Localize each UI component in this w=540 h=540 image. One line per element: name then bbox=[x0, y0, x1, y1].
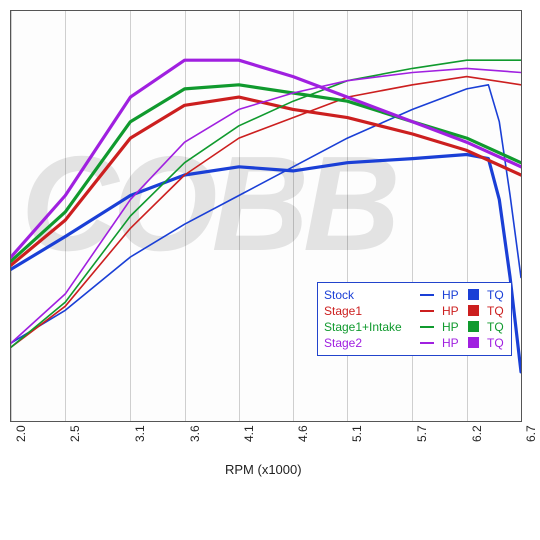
legend-tq-swatch bbox=[468, 321, 479, 332]
x-tick-label: 5.1 bbox=[350, 425, 364, 442]
x-tick-label: 4.6 bbox=[296, 425, 310, 442]
x-tick-label: 2.0 bbox=[14, 425, 28, 442]
x-tick-label: 4.1 bbox=[242, 425, 256, 442]
legend-hp-label: HP bbox=[442, 303, 460, 319]
grid-line bbox=[521, 11, 522, 421]
legend-row: Stage1+Intake HP TQ bbox=[324, 319, 505, 335]
legend-hp-label: HP bbox=[442, 335, 460, 351]
legend-hp-swatch bbox=[420, 326, 434, 328]
legend-series-name: Stock bbox=[324, 287, 412, 303]
legend-tq-swatch bbox=[468, 289, 479, 300]
x-tick-label: 2.5 bbox=[68, 425, 82, 442]
legend-tq-label: TQ bbox=[487, 319, 505, 335]
legend-tq-label: TQ bbox=[487, 303, 505, 319]
legend-row: Stage2 HP TQ bbox=[324, 335, 505, 351]
legend-series-name: Stage1+Intake bbox=[324, 319, 412, 335]
legend-hp-label: HP bbox=[442, 287, 460, 303]
legend-hp-swatch bbox=[420, 342, 434, 344]
legend-series-name: Stage2 bbox=[324, 335, 412, 351]
series-s1i_tq bbox=[11, 85, 521, 261]
legend-row: Stock HP TQ bbox=[324, 287, 505, 303]
x-tick-label: 3.1 bbox=[133, 425, 147, 442]
x-tick-label: 6.7 bbox=[524, 425, 538, 442]
chart-frame: COBB StockHPTQStage1HPTQStage1+IntakeHPT… bbox=[0, 0, 540, 540]
x-tick-label: 5.7 bbox=[415, 425, 429, 442]
legend-hp-label: HP bbox=[442, 319, 460, 335]
legend-hp-swatch bbox=[420, 310, 434, 312]
legend-box: StockHPTQStage1HPTQStage1+IntakeHPTQStag… bbox=[317, 282, 512, 356]
plot-area: COBB StockHPTQStage1HPTQStage1+IntakeHPT… bbox=[10, 10, 522, 422]
legend-tq-swatch bbox=[468, 305, 479, 316]
legend-tq-label: TQ bbox=[487, 335, 505, 351]
legend-tq-label: TQ bbox=[487, 287, 505, 303]
legend-hp-swatch bbox=[420, 294, 434, 296]
x-tick-label: 3.6 bbox=[188, 425, 202, 442]
legend-tq-swatch bbox=[468, 337, 479, 348]
line-curves bbox=[11, 11, 521, 421]
x-tick-label: 6.2 bbox=[470, 425, 484, 442]
legend-row: Stage1 HP TQ bbox=[324, 303, 505, 319]
legend-series-name: Stage1 bbox=[324, 303, 412, 319]
x-axis-label: RPM (x1000) bbox=[225, 462, 302, 477]
